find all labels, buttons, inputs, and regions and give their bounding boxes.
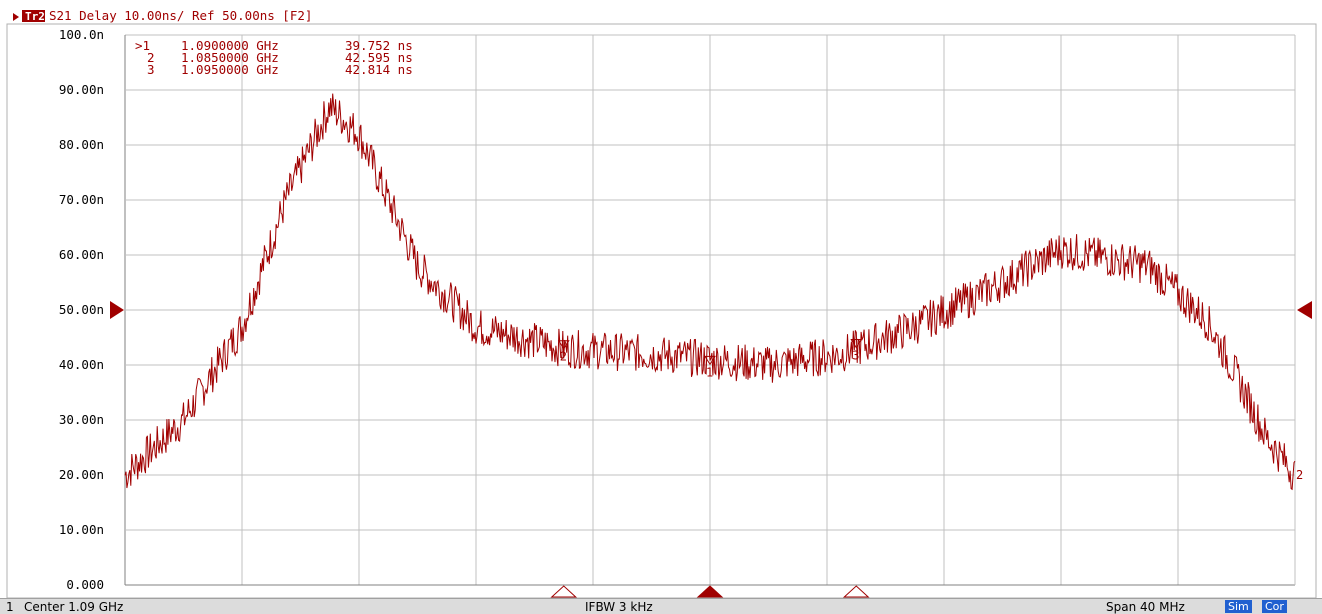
trace-badge-bg	[22, 10, 45, 22]
marker-marks: 1 2 3 2	[557, 339, 1303, 482]
marker-2-mark[interactable]	[557, 340, 570, 350]
y-tick-label: 30.00n	[59, 412, 104, 427]
trace-end-label: 2	[1296, 468, 1303, 482]
y-tick-label: 70.00n	[59, 192, 104, 207]
marker-value: 39.752 ns	[345, 38, 413, 53]
y-tick-label: 100.0n	[59, 27, 104, 42]
marker-3-mark[interactable]	[850, 339, 863, 349]
sim-badge[interactable]: Sim	[1225, 600, 1252, 613]
marker-1-label: 1	[706, 365, 713, 379]
marker-2-label: 2	[560, 350, 567, 364]
bottom-marker-indicators	[550, 585, 870, 598]
marker-frequency: 1.0900000 GHz	[181, 38, 279, 53]
grid	[124, 34, 1296, 586]
marker-value: 42.595 ns	[345, 50, 413, 65]
bottom-marker-2-icon[interactable]	[550, 585, 578, 598]
bottom-marker-3-icon[interactable]	[842, 585, 870, 598]
y-tick-label: 60.00n	[59, 247, 104, 262]
channel-number[interactable]: 1	[6, 600, 14, 614]
marker-table: >1 1.0900000 GHz 39.752 ns 2 1.0850000 G…	[135, 38, 413, 77]
y-tick-label: 40.00n	[59, 357, 104, 372]
span-frequency[interactable]: Span 40 MHz	[1106, 600, 1185, 614]
cor-badge[interactable]: Cor	[1262, 600, 1287, 613]
marker-value: 42.814 ns	[345, 62, 413, 77]
bottom-marker-1-icon[interactable]	[696, 585, 724, 598]
y-tick-label: 10.00n	[59, 522, 104, 537]
marker-label: >1	[135, 38, 150, 53]
plot-area[interactable]: 0.000 10.00n 20.00n 30.00n 40.00n 50.00n 60.00…	[59, 27, 1312, 598]
y-tick-label: 90.00n	[59, 82, 104, 97]
marker-label: 3	[147, 62, 155, 77]
plot-border	[6, 23, 1317, 599]
reference-level-right-icon[interactable]	[1297, 301, 1312, 319]
delay-trace-line	[124, 93, 1296, 491]
marker-label: 2	[147, 50, 155, 65]
marker-row[interactable]: >1 1.0900000 GHz 39.752 ns	[135, 38, 413, 53]
marker-frequency: 1.0950000 GHz	[181, 62, 279, 77]
if-bandwidth[interactable]: IFBW 3 kHz	[585, 600, 653, 614]
y-tick-label: 20.00n	[59, 467, 104, 482]
y-tick-label: 0.000	[66, 577, 104, 592]
marker-frequency: 1.0850000 GHz	[181, 50, 279, 65]
y-tick-labels: 0.000 10.00n 20.00n 30.00n 40.00n 50.00n 60.00…	[59, 27, 104, 592]
marker-row[interactable]: 3 1.0950000 GHz 42.814 ns	[147, 62, 413, 77]
marker-3-label: 3	[852, 349, 859, 363]
center-frequency[interactable]: Center 1.09 GHz	[24, 600, 124, 614]
status-bar: 1 Center 1.09 GHz IFBW 3 kHz Span 40 MHz…	[0, 598, 1322, 614]
y-tick-label: 80.00n	[59, 137, 104, 152]
trace-info: S21 Delay 10.00ns/ Ref 50.00ns [F2]	[49, 8, 312, 23]
marker-row[interactable]: 2 1.0850000 GHz 42.595 ns	[147, 50, 413, 65]
marker-1-mark[interactable]	[704, 355, 716, 366]
y-tick-label: 50.00n	[59, 302, 104, 317]
trace-header[interactable]: Tr2 S21 Delay 10.00ns/ Ref 50.00ns [F2]	[13, 8, 312, 23]
reference-level-left-icon[interactable]	[110, 301, 124, 319]
trace-badge[interactable]: Tr2	[25, 10, 45, 23]
active-trace-arrow-icon	[13, 13, 19, 21]
